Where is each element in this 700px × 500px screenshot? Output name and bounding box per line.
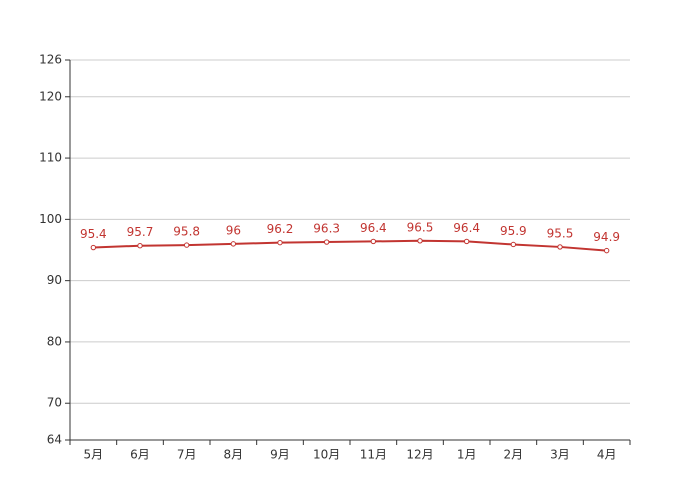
x-tick-label: 4月 xyxy=(597,448,617,462)
x-tick-label: 6月 xyxy=(130,448,150,462)
data-label: 95.7 xyxy=(127,225,154,239)
data-label: 95.8 xyxy=(173,225,200,239)
y-tick-label: 110 xyxy=(39,151,62,165)
point xyxy=(183,242,190,248)
data-label: 95.5 xyxy=(547,226,574,240)
point xyxy=(510,241,517,248)
x-tick-label: 9月 xyxy=(270,448,290,462)
data-label: 96.3 xyxy=(313,222,340,236)
point xyxy=(370,238,377,245)
y-tick-label: 126 xyxy=(39,53,62,67)
point xyxy=(417,238,423,244)
point xyxy=(463,238,470,245)
y-tick-label: 80 xyxy=(47,334,62,348)
data-label: 96 xyxy=(226,223,241,237)
y-tick-label: 120 xyxy=(39,89,62,103)
point xyxy=(230,241,237,247)
data-label: 95.9 xyxy=(500,224,527,238)
y-tick-label: 64 xyxy=(47,433,62,447)
x-tick-label: 3月 xyxy=(550,448,570,462)
x-tick-label: 8月 xyxy=(224,448,244,462)
line xyxy=(93,239,607,252)
x-tick-label: 11月 xyxy=(360,448,387,462)
data-label: 96.2 xyxy=(267,222,294,236)
data-label: 96.4 xyxy=(453,221,480,235)
point xyxy=(323,239,330,245)
y-tick-label: 70 xyxy=(47,396,62,410)
y-tick-label: 90 xyxy=(47,273,62,287)
x-tick-label: 1月 xyxy=(457,448,477,462)
x-tick-label: 12月 xyxy=(406,448,433,462)
x-tick-label: 2月 xyxy=(504,448,524,462)
x-tick-label: 10月 xyxy=(313,448,340,462)
point xyxy=(90,244,97,251)
data-label: 94.9 xyxy=(593,230,620,244)
point xyxy=(137,243,143,249)
point xyxy=(603,247,610,254)
y-tick-label: 100 xyxy=(39,212,62,226)
x-tick-label: 5月 xyxy=(84,448,104,462)
data-label: 96.4 xyxy=(360,221,387,235)
data-label: 95.4 xyxy=(80,227,107,241)
point xyxy=(557,244,563,250)
x-tick-label: 7月 xyxy=(177,448,197,462)
data-label: 96.5 xyxy=(407,220,434,234)
point xyxy=(277,239,283,246)
